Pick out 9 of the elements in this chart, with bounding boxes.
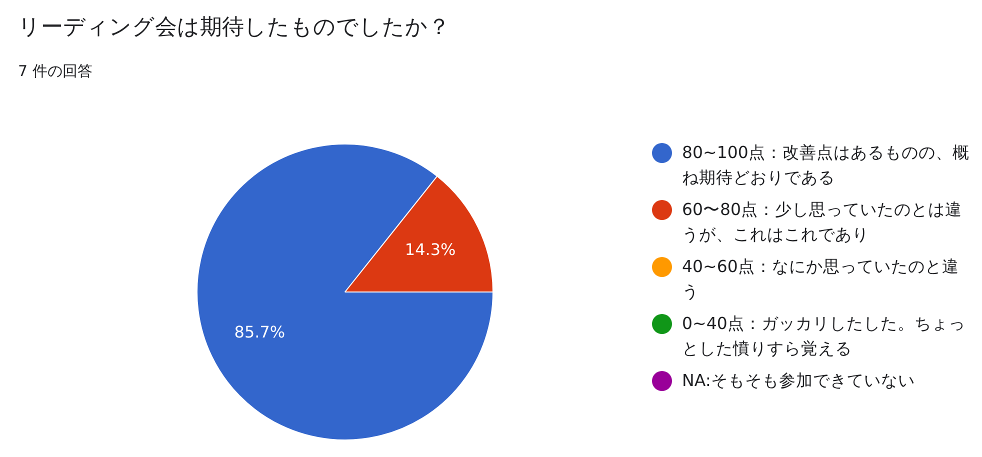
legend-label: 0~40点：ガッカリしたした。ちょっとした憤りすら覚える	[682, 313, 966, 360]
legend-label: 40~60点：なにか思っていたのと違う	[682, 256, 960, 303]
text: 7 件の回答	[18, 62, 92, 81]
legend-label: NA:そもそも参加できていない	[682, 370, 915, 392]
chart-title: リーディング会は期待したものでしたか？	[18, 14, 450, 42]
data-label: 14.3%	[404, 240, 456, 260]
data-label: 85.7%	[234, 322, 286, 342]
legend-label: 80~100点：改善点はあるものの、概ね期待どおりである	[682, 142, 970, 189]
legend-label: 60〜80点：少し思っていたのとは違うが、これはこれであり	[682, 199, 963, 246]
